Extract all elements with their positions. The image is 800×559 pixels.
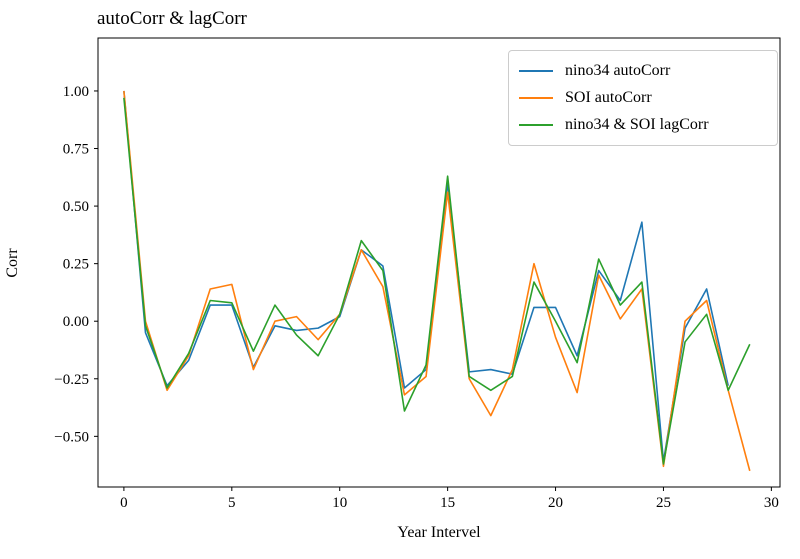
legend-line-sample [519, 96, 553, 99]
series-line-2 [123, 97, 751, 465]
legend-label: nino34 autoCorr [565, 61, 671, 79]
chart-title: autoCorr & lagCorr [97, 8, 247, 29]
y-axis-label: Corr [4, 248, 21, 278]
legend-line-sample [519, 69, 553, 72]
x-tick-label: 25 [656, 495, 671, 511]
x-axis-label: Year Intervel [397, 524, 481, 541]
legend-label: nino34 & SOI lagCorr [565, 116, 709, 134]
y-tick-label: 0.50 [63, 199, 89, 215]
y-tick-label: −0.25 [54, 372, 89, 388]
legend-entry: nino34 autoCorr [519, 58, 767, 84]
legend-entry: SOI autoCorr [519, 85, 767, 111]
y-tick-label: 1.00 [63, 84, 89, 100]
x-tick-label: 20 [548, 495, 563, 511]
y-tick-label: 0.25 [63, 257, 89, 273]
x-tick-label: 15 [440, 495, 455, 511]
x-tick-label: 30 [764, 495, 779, 511]
legend-label: SOI autoCorr [565, 88, 652, 106]
y-tick-label: 0.75 [63, 142, 89, 158]
y-tick-label: −0.50 [54, 429, 89, 445]
y-tick-label: 0.00 [63, 314, 89, 330]
x-tick-label: 0 [120, 495, 128, 511]
legend: nino34 autoCorr SOI autoCorr nino34 & SOI … [508, 50, 778, 146]
series-line-0 [123, 90, 729, 463]
axes-frame [97, 37, 781, 488]
series-line-1 [123, 90, 751, 472]
legend-line-sample [519, 124, 553, 127]
x-tick-label: 5 [228, 495, 236, 511]
x-tick-label: 10 [332, 495, 347, 511]
legend-entry: nino34 & SOI lagCorr [519, 112, 767, 138]
